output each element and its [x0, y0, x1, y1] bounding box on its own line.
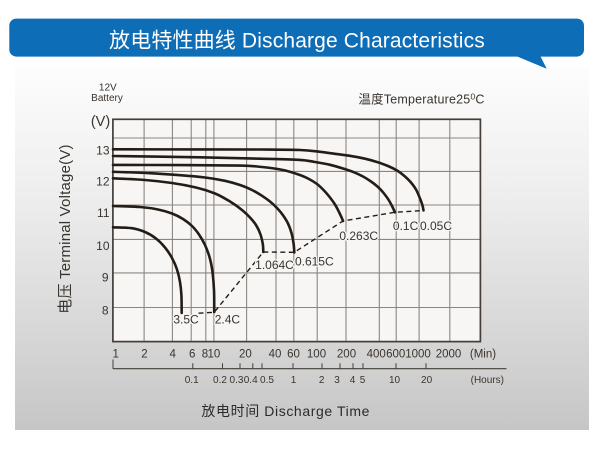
svg-text:0.3: 0.3 [230, 375, 244, 386]
svg-text:0.4: 0.4 [244, 375, 258, 386]
svg-text:0.615C: 0.615C [295, 255, 334, 269]
svg-text:600: 600 [386, 348, 405, 360]
svg-text:放电时间 Discharge Time: 放电时间 Discharge Time [201, 403, 370, 419]
svg-text:20: 20 [421, 375, 433, 386]
svg-text:6: 6 [189, 348, 195, 360]
svg-text:2: 2 [319, 375, 325, 386]
svg-text:4: 4 [169, 348, 176, 360]
svg-text:5: 5 [360, 375, 366, 386]
svg-text:(V): (V) [91, 114, 110, 130]
svg-text:3: 3 [334, 375, 340, 386]
svg-text:10: 10 [96, 239, 110, 253]
svg-text:电压 Terminal Voltage(V): 电压 Terminal Voltage(V) [57, 144, 74, 313]
svg-text:温度Temperature250C: 温度Temperature250C [358, 91, 484, 106]
svg-text:1000: 1000 [405, 348, 431, 360]
svg-text:1: 1 [291, 375, 297, 386]
svg-text:3.5C: 3.5C [173, 312, 199, 326]
svg-text:10: 10 [389, 375, 401, 386]
svg-text:400: 400 [367, 348, 386, 360]
svg-text:20: 20 [239, 348, 252, 360]
svg-text:Battery: Battery [91, 93, 123, 104]
svg-text:100: 100 [307, 348, 326, 360]
svg-text:9: 9 [102, 271, 109, 285]
svg-text:40: 40 [269, 348, 282, 360]
svg-text:4: 4 [350, 375, 356, 386]
svg-text:0.2: 0.2 [213, 375, 227, 386]
svg-text:12: 12 [96, 174, 110, 188]
svg-text:2.4C: 2.4C [215, 312, 241, 326]
svg-text:0.1: 0.1 [185, 375, 199, 386]
svg-text:1.064C: 1.064C [255, 258, 294, 272]
svg-text:8: 8 [202, 348, 208, 360]
svg-text:0.5: 0.5 [260, 375, 274, 386]
svg-text:放电特性曲线 Discharge Characteristi: 放电特性曲线 Discharge Characteristics [109, 30, 485, 53]
svg-text:13: 13 [96, 144, 110, 158]
svg-text:60: 60 [287, 348, 300, 360]
svg-text:(Min): (Min) [470, 348, 496, 360]
svg-text:0.05C: 0.05C [420, 219, 452, 233]
svg-text:2: 2 [141, 348, 147, 360]
svg-text:11: 11 [97, 206, 110, 220]
svg-text:8: 8 [102, 304, 109, 318]
svg-text:0.1C: 0.1C [393, 219, 419, 233]
svg-text:200: 200 [337, 348, 356, 360]
svg-text:2000: 2000 [436, 348, 462, 360]
svg-text:(Hours): (Hours) [471, 375, 504, 386]
svg-text:1: 1 [112, 348, 118, 360]
svg-text:12V: 12V [99, 83, 117, 94]
svg-text:10: 10 [208, 348, 221, 360]
svg-text:0.263C: 0.263C [339, 229, 378, 243]
